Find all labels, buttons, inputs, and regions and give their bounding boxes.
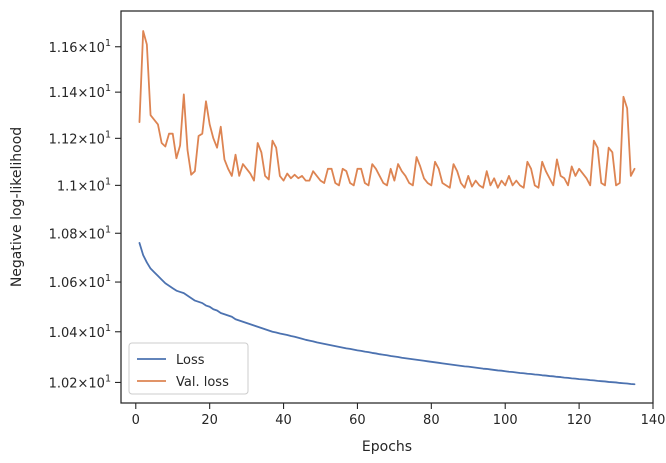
legend-label-val-loss: Val. loss — [176, 375, 229, 390]
legend: Loss Val. loss — [128, 342, 249, 395]
x-tick-label: 120 — [567, 413, 592, 428]
x-axis-title: Epochs — [362, 439, 412, 455]
y-axis-title: Negative log-likelihood — [9, 127, 25, 287]
x-tick-label: 60 — [349, 413, 366, 428]
y-tick-label: 1.06×101 — [49, 273, 111, 291]
series-line-val-loss — [138, 30, 636, 189]
x-tick-label: 100 — [493, 413, 518, 428]
y-tick-label: 1.12×101 — [49, 129, 111, 147]
y-axis: 1.02×101 1.04×101 1.06×101 1.08×101 1.1×101 1… — [49, 38, 121, 391]
y-tick-label: 1.16×101 — [49, 38, 111, 56]
y-tick-label: 1.1×101 — [57, 176, 111, 194]
x-tick-label: 40 — [275, 413, 292, 428]
y-tick-label: 1.14×101 — [49, 83, 111, 101]
y-tick-label: 1.08×101 — [49, 224, 111, 242]
series-line-loss — [138, 242, 636, 386]
x-tick-label: 140 — [641, 413, 666, 428]
series-layer — [138, 30, 636, 386]
y-tick-label: 1.04×101 — [49, 323, 111, 341]
x-axis: 0 20 40 60 80 100 120 140 — [132, 403, 666, 428]
y-tick-label: 1.02×101 — [49, 373, 111, 391]
x-tick-label: 20 — [201, 413, 218, 428]
legend-label-loss: Loss — [176, 353, 205, 368]
plot-frame — [120, 10, 654, 404]
x-tick-label: 80 — [423, 413, 440, 428]
x-tick-label: 0 — [132, 413, 140, 428]
